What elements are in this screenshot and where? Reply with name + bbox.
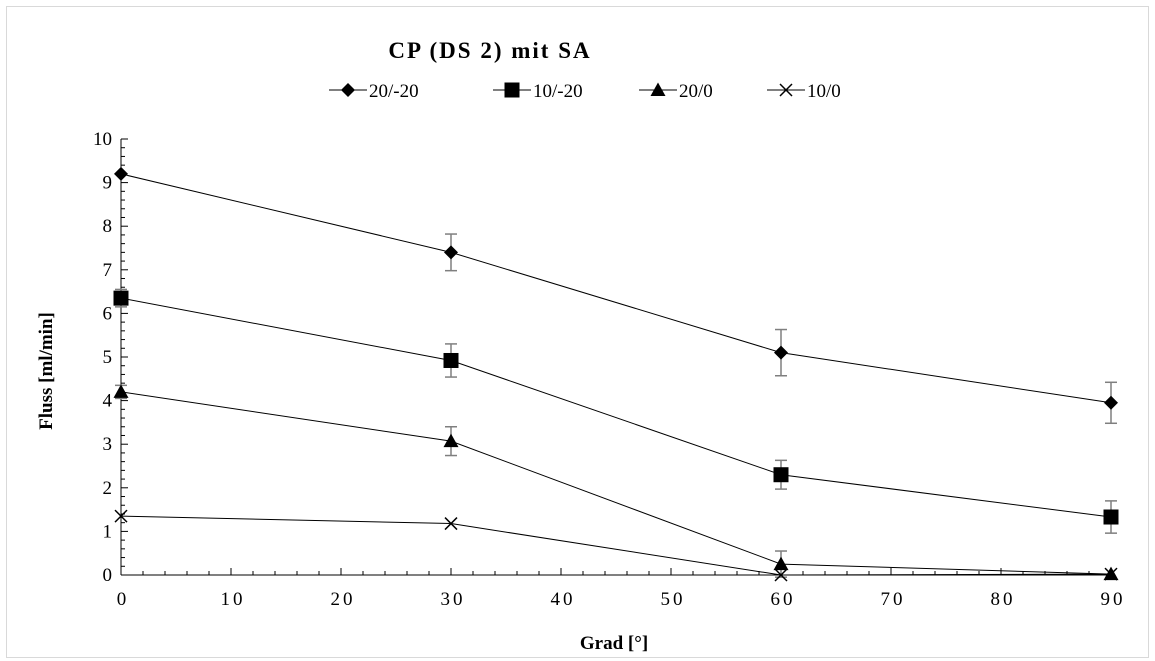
x-tick-label: 0 [117, 589, 130, 610]
axes: 0 1 2 3 4 5 6 7 8 9 10 0 10 20 30 40 50 60 70 80 90 [93, 129, 1126, 610]
chart-title: CP (DS 2) mit SA [388, 38, 591, 63]
x-tick-label: 80 [991, 589, 1016, 610]
series-20/-20 [114, 166, 1118, 425]
y-axis-title: Fluss [ml/min] [36, 312, 57, 430]
x-tick-label: 60 [771, 589, 796, 610]
series-line [120, 515, 1112, 576]
legend-entry: 10/0 [767, 81, 841, 102]
series-10/-20 [113, 288, 1119, 534]
line-chart: CP (DS 2) mit SA 20/-20 10/-20 20/0 10/0 0 1… [36, 38, 1126, 654]
series-20/0 [113, 384, 1119, 581]
data-point-diamond [114, 166, 128, 181]
data-point-x [444, 517, 458, 531]
data-point-x [774, 568, 788, 582]
data-point-diamond [774, 345, 788, 360]
x-tick-label: 30 [441, 589, 466, 610]
data-point-triangle [443, 433, 459, 448]
data-point-triangle [773, 556, 789, 571]
legend-marker-triangle [650, 82, 666, 96]
y-tick-label: 6 [103, 303, 113, 324]
data-point-square [773, 467, 789, 483]
y-tick-label: 8 [103, 216, 113, 237]
x-tick-label: 70 [881, 589, 906, 610]
series-10/0 [114, 509, 1118, 582]
y-tick-label: 10 [93, 129, 112, 150]
x-tick-label: 20 [331, 589, 356, 610]
x-tick-label: 90 [1101, 589, 1126, 610]
legend: 20/-20 10/-20 20/0 10/0 [329, 81, 841, 102]
x-tick-label: 50 [661, 589, 686, 610]
y-tick-label: 7 [103, 260, 113, 281]
legend-marker-square [504, 82, 520, 98]
x-axis-title: Grad [°] [580, 633, 648, 654]
series-line [120, 297, 1112, 518]
legend-label: 10/-20 [533, 81, 583, 102]
y-tick-label: 9 [103, 173, 113, 194]
legend-entry: 20/0 [639, 81, 713, 102]
data-point-triangle [113, 384, 129, 398]
series-layer [113, 166, 1119, 582]
legend-label: 20/0 [679, 81, 713, 102]
y-tick-label: 1 [103, 521, 113, 542]
legend-label: 20/-20 [369, 81, 419, 102]
data-point-square [1103, 509, 1119, 525]
y-tick-label: 4 [103, 391, 113, 412]
data-point-diamond [1104, 395, 1118, 410]
legend-entry: 20/-20 [329, 81, 419, 102]
data-point-x [114, 509, 128, 523]
x-tick-label: 40 [551, 589, 576, 610]
chart-frame: CP (DS 2) mit SA 20/-20 10/-20 20/0 10/0 0 1… [6, 6, 1149, 658]
series-line [120, 173, 1112, 404]
data-point-diamond [444, 245, 458, 260]
y-tick-label: 0 [103, 565, 113, 586]
y-tick-label: 2 [103, 478, 113, 499]
data-point-square [113, 290, 129, 306]
y-tick-label: 5 [103, 347, 113, 368]
y-tick-label: 3 [103, 434, 113, 455]
series-line [120, 391, 1112, 575]
legend-entry: 10/-20 [493, 81, 583, 102]
data-point-square [443, 352, 459, 368]
legend-marker-diamond [341, 83, 355, 97]
legend-marker-x [779, 83, 793, 97]
legend-label: 10/0 [807, 81, 841, 102]
data-point-x [1104, 567, 1118, 581]
x-tick-label: 10 [221, 589, 246, 610]
